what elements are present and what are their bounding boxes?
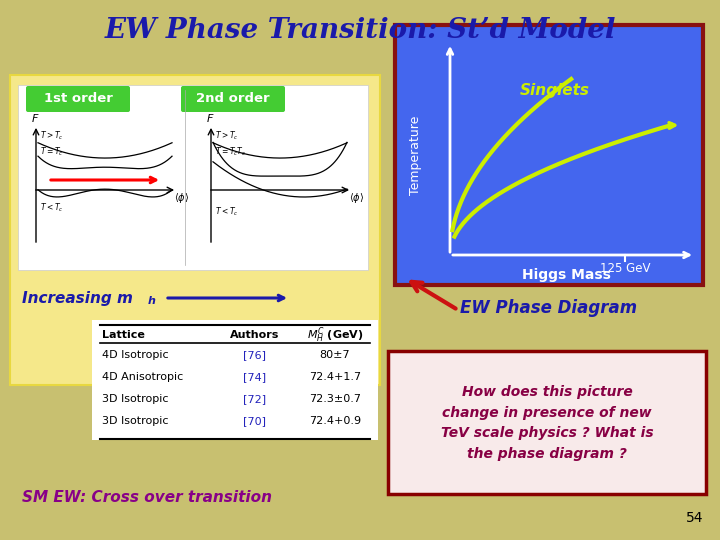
Text: $T=T_c T_c$: $T=T_c T_c$ bbox=[215, 146, 246, 159]
Text: [76]: [76] bbox=[243, 350, 266, 360]
Text: 72.3±0.7: 72.3±0.7 bbox=[309, 394, 361, 404]
Text: EW Phase Diagram: EW Phase Diagram bbox=[460, 299, 638, 317]
FancyBboxPatch shape bbox=[395, 25, 703, 285]
FancyBboxPatch shape bbox=[10, 75, 380, 385]
Text: 4D Isotropic: 4D Isotropic bbox=[102, 350, 168, 360]
Text: $T<T_c$: $T<T_c$ bbox=[215, 206, 238, 219]
Text: Increasing m: Increasing m bbox=[22, 291, 133, 306]
Text: $T>T_c$: $T>T_c$ bbox=[40, 130, 63, 143]
Text: 3D Isotropic: 3D Isotropic bbox=[102, 394, 168, 404]
Text: 80±7: 80±7 bbox=[320, 350, 351, 360]
Text: $T>T_c$: $T>T_c$ bbox=[215, 130, 238, 143]
Text: [72]: [72] bbox=[243, 394, 266, 404]
Text: $T<T_c$: $T<T_c$ bbox=[40, 201, 63, 213]
Text: $T=T_c$: $T=T_c$ bbox=[40, 145, 63, 158]
Text: 125 GeV: 125 GeV bbox=[600, 262, 650, 275]
Text: h: h bbox=[148, 296, 156, 306]
Text: 3D Isotropic: 3D Isotropic bbox=[102, 416, 168, 426]
Text: [70]: [70] bbox=[243, 416, 266, 426]
FancyBboxPatch shape bbox=[92, 320, 378, 440]
FancyBboxPatch shape bbox=[388, 351, 706, 494]
Text: Higgs Mass: Higgs Mass bbox=[522, 268, 611, 282]
Text: $\langle\phi\rangle$: $\langle\phi\rangle$ bbox=[174, 191, 189, 205]
Text: Lattice: Lattice bbox=[102, 330, 145, 340]
Text: How does this picture
change in presence of new
TeV scale physics ? What is
the : How does this picture change in presence… bbox=[441, 385, 653, 461]
Text: 4D Anisotropic: 4D Anisotropic bbox=[102, 372, 184, 382]
Text: [74]: [74] bbox=[243, 372, 266, 382]
Text: Temperature: Temperature bbox=[408, 116, 421, 195]
Text: 1st order: 1st order bbox=[44, 92, 112, 105]
Text: 2nd order: 2nd order bbox=[196, 92, 270, 105]
Text: SM EW: Cross over transition: SM EW: Cross over transition bbox=[22, 490, 272, 505]
Text: $F$: $F$ bbox=[31, 112, 40, 124]
Text: $\langle\phi\rangle$: $\langle\phi\rangle$ bbox=[349, 191, 364, 205]
Text: $M_H^C$ (GeV): $M_H^C$ (GeV) bbox=[307, 325, 363, 345]
Text: 54: 54 bbox=[686, 511, 703, 525]
FancyBboxPatch shape bbox=[18, 85, 368, 270]
Text: EW Phase Transition: St’d Model: EW Phase Transition: St’d Model bbox=[104, 17, 616, 44]
Text: Singlets: Singlets bbox=[520, 84, 590, 98]
Text: Authors: Authors bbox=[230, 330, 279, 340]
FancyBboxPatch shape bbox=[26, 86, 130, 112]
Text: 72.4+1.7: 72.4+1.7 bbox=[309, 372, 361, 382]
FancyBboxPatch shape bbox=[181, 86, 285, 112]
Text: 72.4+0.9: 72.4+0.9 bbox=[309, 416, 361, 426]
Text: $F$: $F$ bbox=[206, 112, 215, 124]
